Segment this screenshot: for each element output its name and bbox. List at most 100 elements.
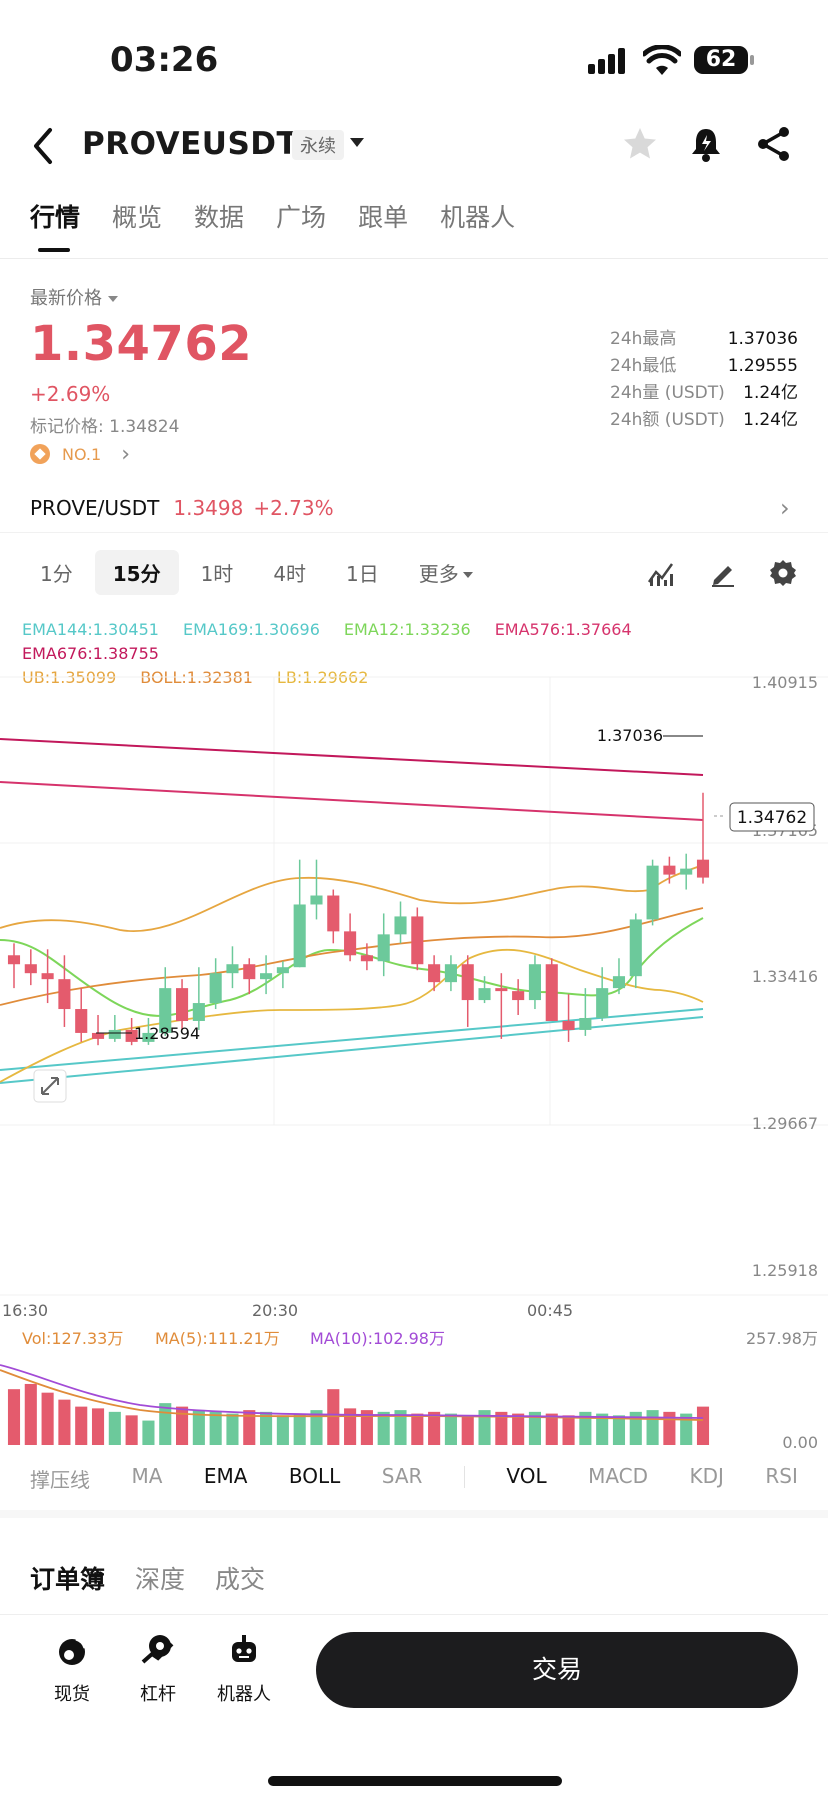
rank-text: NO.1 — [62, 444, 102, 464]
candle-body — [192, 1003, 205, 1021]
tab-data[interactable]: 数据 — [194, 203, 245, 232]
trade-button[interactable]: 交易 — [316, 1632, 798, 1708]
legend-ema144: EMA144:1.30451 — [22, 620, 159, 639]
candle-body — [344, 931, 357, 956]
tab-depth[interactable]: 深度 — [135, 1565, 186, 1594]
candle-body — [58, 979, 71, 1010]
indicator-sar[interactable]: SAR — [381, 1464, 423, 1488]
volume-bar — [411, 1413, 424, 1445]
candle-body — [310, 895, 323, 905]
y-tick: 1.25918 — [752, 1261, 818, 1280]
timeframe-1d[interactable]: 1日 — [346, 561, 379, 586]
current-price-box — [729, 802, 815, 832]
chevron-right-icon[interactable]: › — [780, 494, 790, 522]
timeframe-4h[interactable]: 4时 — [273, 561, 307, 586]
latest-price-selector[interactable]: 最新价格 — [30, 284, 118, 310]
volume-bar — [108, 1411, 121, 1445]
volume-bar — [377, 1411, 390, 1445]
status-time: 03:26 — [110, 40, 219, 80]
volume-bar — [276, 1415, 289, 1445]
indicator-kdj[interactable]: KDJ — [689, 1464, 724, 1488]
nav-margin[interactable]: 杠杆 — [118, 1630, 198, 1706]
indicator-macd[interactable]: MACD — [588, 1464, 649, 1488]
tab-market[interactable]: 行情 — [30, 198, 80, 258]
wifi-icon — [643, 45, 681, 75]
volume-bar — [545, 1413, 558, 1445]
x-tick: 00:45 — [527, 1301, 573, 1320]
indicator-support-resistance[interactable]: 撑压线 — [30, 1468, 90, 1492]
stat-label: 24h量 (USDT) — [610, 383, 725, 403]
volume-bar — [327, 1389, 340, 1445]
candle-body — [512, 991, 525, 1001]
volume-bar — [7, 1389, 21, 1445]
bell-icon[interactable] — [686, 124, 726, 164]
timeframe-more[interactable]: 更多 — [401, 550, 491, 595]
candle-body — [226, 964, 239, 974]
candle-body — [411, 916, 424, 965]
home-indicator[interactable] — [268, 1776, 562, 1786]
candle-body — [41, 973, 54, 980]
volume-bar — [696, 1406, 710, 1445]
spot-pair-row[interactable]: PROVE/USDT 1.3498 +2.73% — [30, 496, 334, 520]
ema576-line — [0, 781, 704, 821]
candle-body — [108, 1029, 121, 1039]
stat-label: 24h最高 — [610, 329, 677, 349]
share-icon[interactable] — [754, 124, 794, 164]
pair-title[interactable]: PROVEUSDT — [82, 126, 299, 162]
volume-bar — [444, 1413, 457, 1445]
stat-label: 24h额 (USDT) — [610, 410, 725, 430]
latest-price: 1.34762 — [30, 316, 253, 372]
tab-square[interactable]: 广场 — [276, 203, 327, 232]
spot-pair-change: +2.73% — [253, 496, 334, 520]
divider — [0, 1614, 828, 1615]
indicator-ema[interactable]: EMA — [203, 1464, 248, 1488]
kline-svg[interactable]: 1.40915 1.37165 1.33416 1.29667 1.25918 … — [0, 610, 828, 1460]
legend-ema576: EMA576:1.37664 — [494, 620, 632, 639]
candle-body — [209, 973, 222, 1004]
volume-bar — [226, 1413, 239, 1445]
tab-trades[interactable]: 成交 — [215, 1565, 266, 1594]
tab-overview[interactable]: 概览 — [112, 203, 163, 232]
rank-link[interactable]: NO.1 › — [30, 442, 130, 467]
orderbook-tabs: 订单簿 深度 成交 — [30, 1560, 295, 1596]
indicator-icon[interactable] — [646, 558, 676, 588]
timeframe-15m[interactable]: 15分 — [94, 549, 179, 595]
timeframe-1m[interactable]: 1分 — [40, 561, 73, 586]
indicator-ma[interactable]: MA — [131, 1464, 163, 1488]
candle-body — [360, 955, 373, 962]
volume-bar — [142, 1420, 155, 1445]
candle-body — [663, 865, 676, 875]
nav-spot[interactable]: 现货 — [32, 1630, 112, 1706]
indicator-boll[interactable]: BOLL — [288, 1464, 341, 1488]
indicator-divider — [463, 1466, 465, 1488]
draw-pen-icon[interactable] — [708, 558, 738, 588]
nav-robot-label: 机器人 — [217, 1684, 271, 1705]
kline-chart[interactable]: EMA144:1.30451 EMA169:1.30696 EMA12:1.3323… — [0, 610, 828, 1460]
star-icon[interactable] — [620, 124, 660, 164]
volume-bar — [125, 1415, 138, 1445]
candle-body — [377, 934, 390, 962]
candle-body — [91, 1032, 105, 1039]
latest-price-label: 最新价格 — [30, 288, 102, 309]
candle-body — [24, 964, 37, 974]
chevron-down-icon[interactable] — [350, 138, 364, 147]
tab-bots[interactable]: 机器人 — [440, 203, 516, 232]
expand-icon[interactable] — [33, 1069, 67, 1103]
tab-orderbook[interactable]: 订单簿 — [30, 1565, 106, 1594]
ema169-line — [0, 1008, 704, 1071]
back-arrow-icon[interactable] — [24, 120, 64, 172]
volume-bar — [394, 1410, 407, 1445]
volume-bar — [41, 1392, 54, 1445]
indicator-rsi[interactable]: RSI — [765, 1464, 798, 1488]
candle-body — [444, 964, 457, 983]
nav-robot[interactable]: 机器人 — [204, 1630, 284, 1706]
tab-copy-trading[interactable]: 跟单 — [358, 203, 409, 232]
stat-row: 24h额 (USDT) 1.24亿 — [610, 407, 798, 434]
timeframe-1h[interactable]: 1时 — [200, 561, 234, 586]
current-price-label: 1.34762 — [737, 808, 807, 828]
volume-bar — [75, 1406, 88, 1445]
battery-cap — [750, 55, 754, 65]
indicator-vol[interactable]: VOL — [506, 1464, 547, 1488]
settings-gear-icon[interactable] — [768, 558, 798, 588]
candle-body — [260, 973, 273, 980]
